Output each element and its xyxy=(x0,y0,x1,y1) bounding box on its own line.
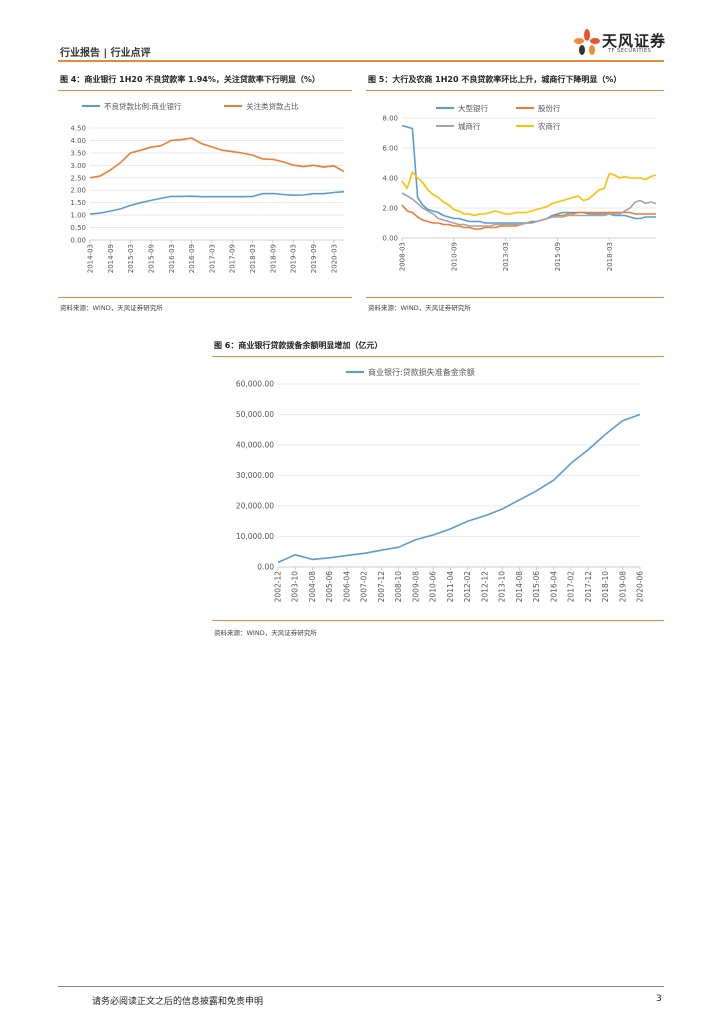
figure-4-top-rule xyxy=(58,90,352,91)
x-tick-label: 2007-12 xyxy=(377,571,386,603)
x-tick-label: 2012-12 xyxy=(480,571,489,603)
x-tick-label: 2019-08 xyxy=(618,571,627,603)
series-line xyxy=(277,413,641,564)
legend-label: 城商行 xyxy=(458,121,481,131)
brand-name-en: TF SECURITIES xyxy=(608,48,652,54)
x-tick-label: 2016-09 xyxy=(188,244,196,273)
x-tick-label: 2015-09 xyxy=(147,244,155,273)
x-tick-label: 2020-06 xyxy=(636,571,645,603)
y-tick-label: 6.00 xyxy=(382,145,398,153)
legend-label: 农商行 xyxy=(538,121,561,131)
figure-6-title: 图 6：商业银行贷款拨备余额明显增加（亿元） xyxy=(214,341,383,350)
y-tick-label: 4.00 xyxy=(70,137,86,145)
x-tick-label: 2011-04 xyxy=(446,571,455,603)
x-tick-label: 2012-02 xyxy=(463,571,472,603)
legend-label: 不良贷款比例:商业银行 xyxy=(104,101,182,111)
y-tick-label: 10,000.00 xyxy=(236,532,274,541)
x-tick-label: 2017-12 xyxy=(584,571,593,603)
header-divider xyxy=(58,60,664,62)
x-tick-label: 2016-04 xyxy=(549,571,558,603)
x-tick-label: 2015-06 xyxy=(532,571,541,603)
series-line xyxy=(89,137,345,179)
report-section-label: 行业报告 | 行业点评 xyxy=(60,48,151,59)
y-tick-label: 20,000.00 xyxy=(236,502,274,511)
figure-5-bottom-rule xyxy=(366,297,664,298)
brand-flower-icon xyxy=(574,29,600,55)
figure-6-top-rule xyxy=(212,356,664,357)
figure-4-source: 资料来源：WIND，天风证券研究所 xyxy=(60,304,163,312)
x-tick-label: 2007-02 xyxy=(360,571,369,603)
y-tick-label: 8.00 xyxy=(382,115,398,123)
x-tick-label: 2013-10 xyxy=(498,571,507,603)
series-line xyxy=(401,204,656,230)
figure-5-top-rule xyxy=(366,90,664,91)
footer-divider xyxy=(58,986,664,987)
x-tick-label: 2015-09 xyxy=(554,242,562,271)
x-tick-label: 2016-03 xyxy=(168,244,176,273)
y-tick-label: 2.00 xyxy=(70,187,86,195)
x-tick-label: 2010-09 xyxy=(450,242,458,271)
y-tick-label: 0.50 xyxy=(70,224,86,232)
x-tick-label: 2018-03 xyxy=(249,244,257,273)
y-tick-label: 0.00 xyxy=(70,237,86,245)
y-tick-label: 0.00 xyxy=(257,563,274,572)
y-tick-label: 0.00 xyxy=(382,235,398,243)
figure-4-chart: 0.00 0.50 1.00 1.50 2.00 2.50 3.00 3.50 4.00 4.50… xyxy=(70,101,345,273)
footer-disclaimer: 请务必阅读正文之后的信息披露和免责申明 xyxy=(92,997,264,1007)
x-tick-label: 2008-10 xyxy=(394,571,403,603)
figure-6-bottom-rule xyxy=(212,620,664,621)
y-tick-label: 3.50 xyxy=(70,149,86,157)
figure-4-title: 图 4：商业银行 1H20 不良贷款率 1.94%，关注贷款率下行明显（%） xyxy=(60,75,320,84)
y-tick-label: 50,000.00 xyxy=(236,410,274,419)
x-tick-label: 2015-03 xyxy=(127,244,135,273)
legend-label: 商业银行:贷款损失准备金余额 xyxy=(368,367,475,377)
legend-label: 关注类贷款占比 xyxy=(246,101,299,111)
y-tick-label: 30,000.00 xyxy=(236,471,274,480)
figure-6-source: 资料来源：WIND，天风证券研究所 xyxy=(214,629,317,637)
brand-logo: 天风证券 TF SECURITIES xyxy=(572,26,672,62)
y-tick-label: 4.00 xyxy=(382,175,398,183)
x-tick-label: 2019-03 xyxy=(290,244,298,273)
y-tick-label: 40,000.00 xyxy=(236,441,274,450)
x-tick-label: 2014-03 xyxy=(87,244,95,273)
x-tick-label: 2009-08 xyxy=(411,571,420,603)
series-line xyxy=(401,192,657,227)
x-tick-label: 2017-09 xyxy=(229,244,237,273)
brand-name: 天风证券 xyxy=(602,32,667,50)
series-line xyxy=(89,190,345,215)
x-tick-label: 2006-04 xyxy=(342,571,351,603)
figure-5-chart: 0.00 2.00 4.00 6.00 8.00 2008-03 2010-09 2013-0… xyxy=(382,103,657,271)
y-tick-label: 4.50 xyxy=(70,125,86,133)
x-tick-label: 2020-03 xyxy=(330,244,338,273)
figure-5-title: 图 5：大行及农商 1H20 不良贷款率环比上升，城商行下降明显（%） xyxy=(368,75,622,84)
figure-4-bottom-rule xyxy=(58,297,352,298)
x-tick-label: 2008-03 xyxy=(399,242,407,271)
x-tick-label: 2003-10 xyxy=(291,571,300,603)
page-number: 3 xyxy=(656,994,662,1004)
x-tick-label: 2017-02 xyxy=(567,571,576,603)
x-tick-label: 2017-03 xyxy=(208,244,216,273)
y-tick-label: 2.00 xyxy=(382,205,398,213)
series-line xyxy=(401,171,657,217)
x-tick-label: 2018-09 xyxy=(269,244,277,273)
x-tick-label: 2013-03 xyxy=(502,242,510,271)
x-tick-label: 2010-06 xyxy=(429,571,438,603)
y-tick-label: 60,000.00 xyxy=(236,380,274,389)
x-tick-label: 2014-08 xyxy=(515,571,524,603)
x-tick-label: 2002-12 xyxy=(274,571,283,603)
x-tick-label: 2018-10 xyxy=(601,571,610,603)
x-tick-label: 2004-08 xyxy=(308,571,317,603)
x-tick-label: 2005-06 xyxy=(325,571,334,603)
legend-label: 大型银行 xyxy=(458,103,488,113)
figure-5-source: 资料来源：WIND，天风证券研究所 xyxy=(368,304,471,312)
x-tick-label: 2019-09 xyxy=(310,244,318,273)
legend-label: 股份行 xyxy=(538,103,561,113)
x-tick-label: 2018-03 xyxy=(606,242,614,271)
x-tick-label: 2014-09 xyxy=(107,244,115,273)
figure-6-chart: 0.00 10,000.00 20,000.00 30,000.00 40,000.00… xyxy=(236,367,645,603)
y-tick-label: 3.00 xyxy=(70,162,86,170)
y-tick-label: 1.50 xyxy=(70,199,86,207)
y-tick-label: 1.00 xyxy=(70,212,86,220)
y-tick-label: 2.50 xyxy=(70,174,86,182)
